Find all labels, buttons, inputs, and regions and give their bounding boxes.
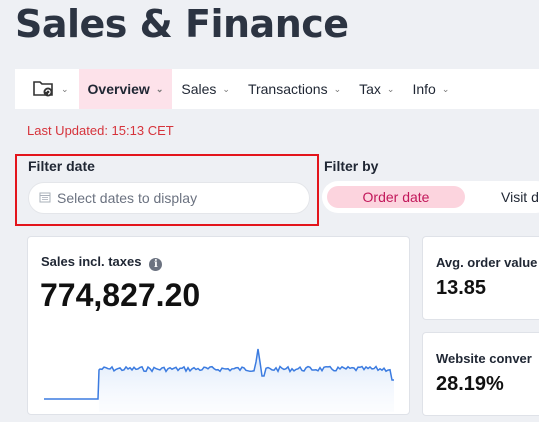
chevron-down-icon: ⌄	[155, 83, 164, 94]
filter-by-toggle: Order date Visit d	[322, 181, 539, 213]
conversion-value: 28.19%	[436, 373, 504, 395]
tab-label: Overview	[87, 81, 150, 97]
date-range-input[interactable]: Select dates to display	[28, 182, 310, 214]
order-date-option[interactable]: Order date	[327, 186, 465, 208]
tab-label: Sales	[181, 81, 217, 97]
tab-label: Transactions	[247, 81, 328, 97]
info-icon[interactable]: i	[149, 258, 163, 271]
last-updated-status: Last Updated: 15:13 CET	[27, 123, 174, 138]
sales-value: 774,827.20	[40, 277, 201, 313]
tab-tax[interactable]: Tax ⌄	[350, 69, 403, 109]
chevron-down-icon: ⌄	[333, 83, 342, 94]
folder-menu[interactable]: ⌄	[15, 69, 79, 109]
sales-sparkline	[44, 348, 394, 412]
filter-by-label: Filter by	[324, 158, 379, 174]
tab-sales[interactable]: Sales ⌄	[172, 69, 239, 109]
avg-order-card: Avg. order value 13.85	[422, 236, 539, 320]
avg-order-value: 13.85	[436, 277, 487, 299]
date-placeholder: Select dates to display	[57, 190, 198, 206]
sales-label-row: Sales incl. taxes i	[41, 254, 163, 271]
chevron-down-icon: ⌄	[441, 83, 450, 94]
tab-overview[interactable]: Overview ⌄	[78, 69, 173, 109]
filter-date-label: Filter date	[28, 158, 95, 174]
filter-date-highlight	[15, 154, 319, 226]
folder-refresh-icon	[33, 79, 55, 100]
avg-order-label: Avg. order value	[436, 255, 538, 270]
chevron-down-icon: ⌄	[61, 83, 69, 94]
conversion-card: Website conver 28.19%	[422, 332, 539, 416]
page-title: Sales & Finance	[15, 2, 349, 46]
tab-label: Info	[412, 81, 436, 97]
sales-card: Sales incl. taxes i 774,827.20	[27, 236, 410, 415]
calendar-icon	[39, 190, 57, 206]
tab-transactions[interactable]: Transactions ⌄	[239, 69, 350, 109]
visit-date-option[interactable]: Visit d	[501, 189, 539, 205]
conversion-label: Website conver	[436, 351, 532, 366]
tab-info[interactable]: Info ⌄	[403, 69, 458, 109]
chevron-down-icon: ⌄	[222, 83, 230, 94]
chevron-down-icon: ⌄	[386, 83, 395, 94]
tab-label: Tax	[359, 81, 381, 97]
main-nav: ⌄ Overview ⌄ Sales ⌄ Transactions ⌄ Tax …	[15, 69, 539, 109]
sales-label: Sales incl. taxes	[41, 254, 142, 269]
